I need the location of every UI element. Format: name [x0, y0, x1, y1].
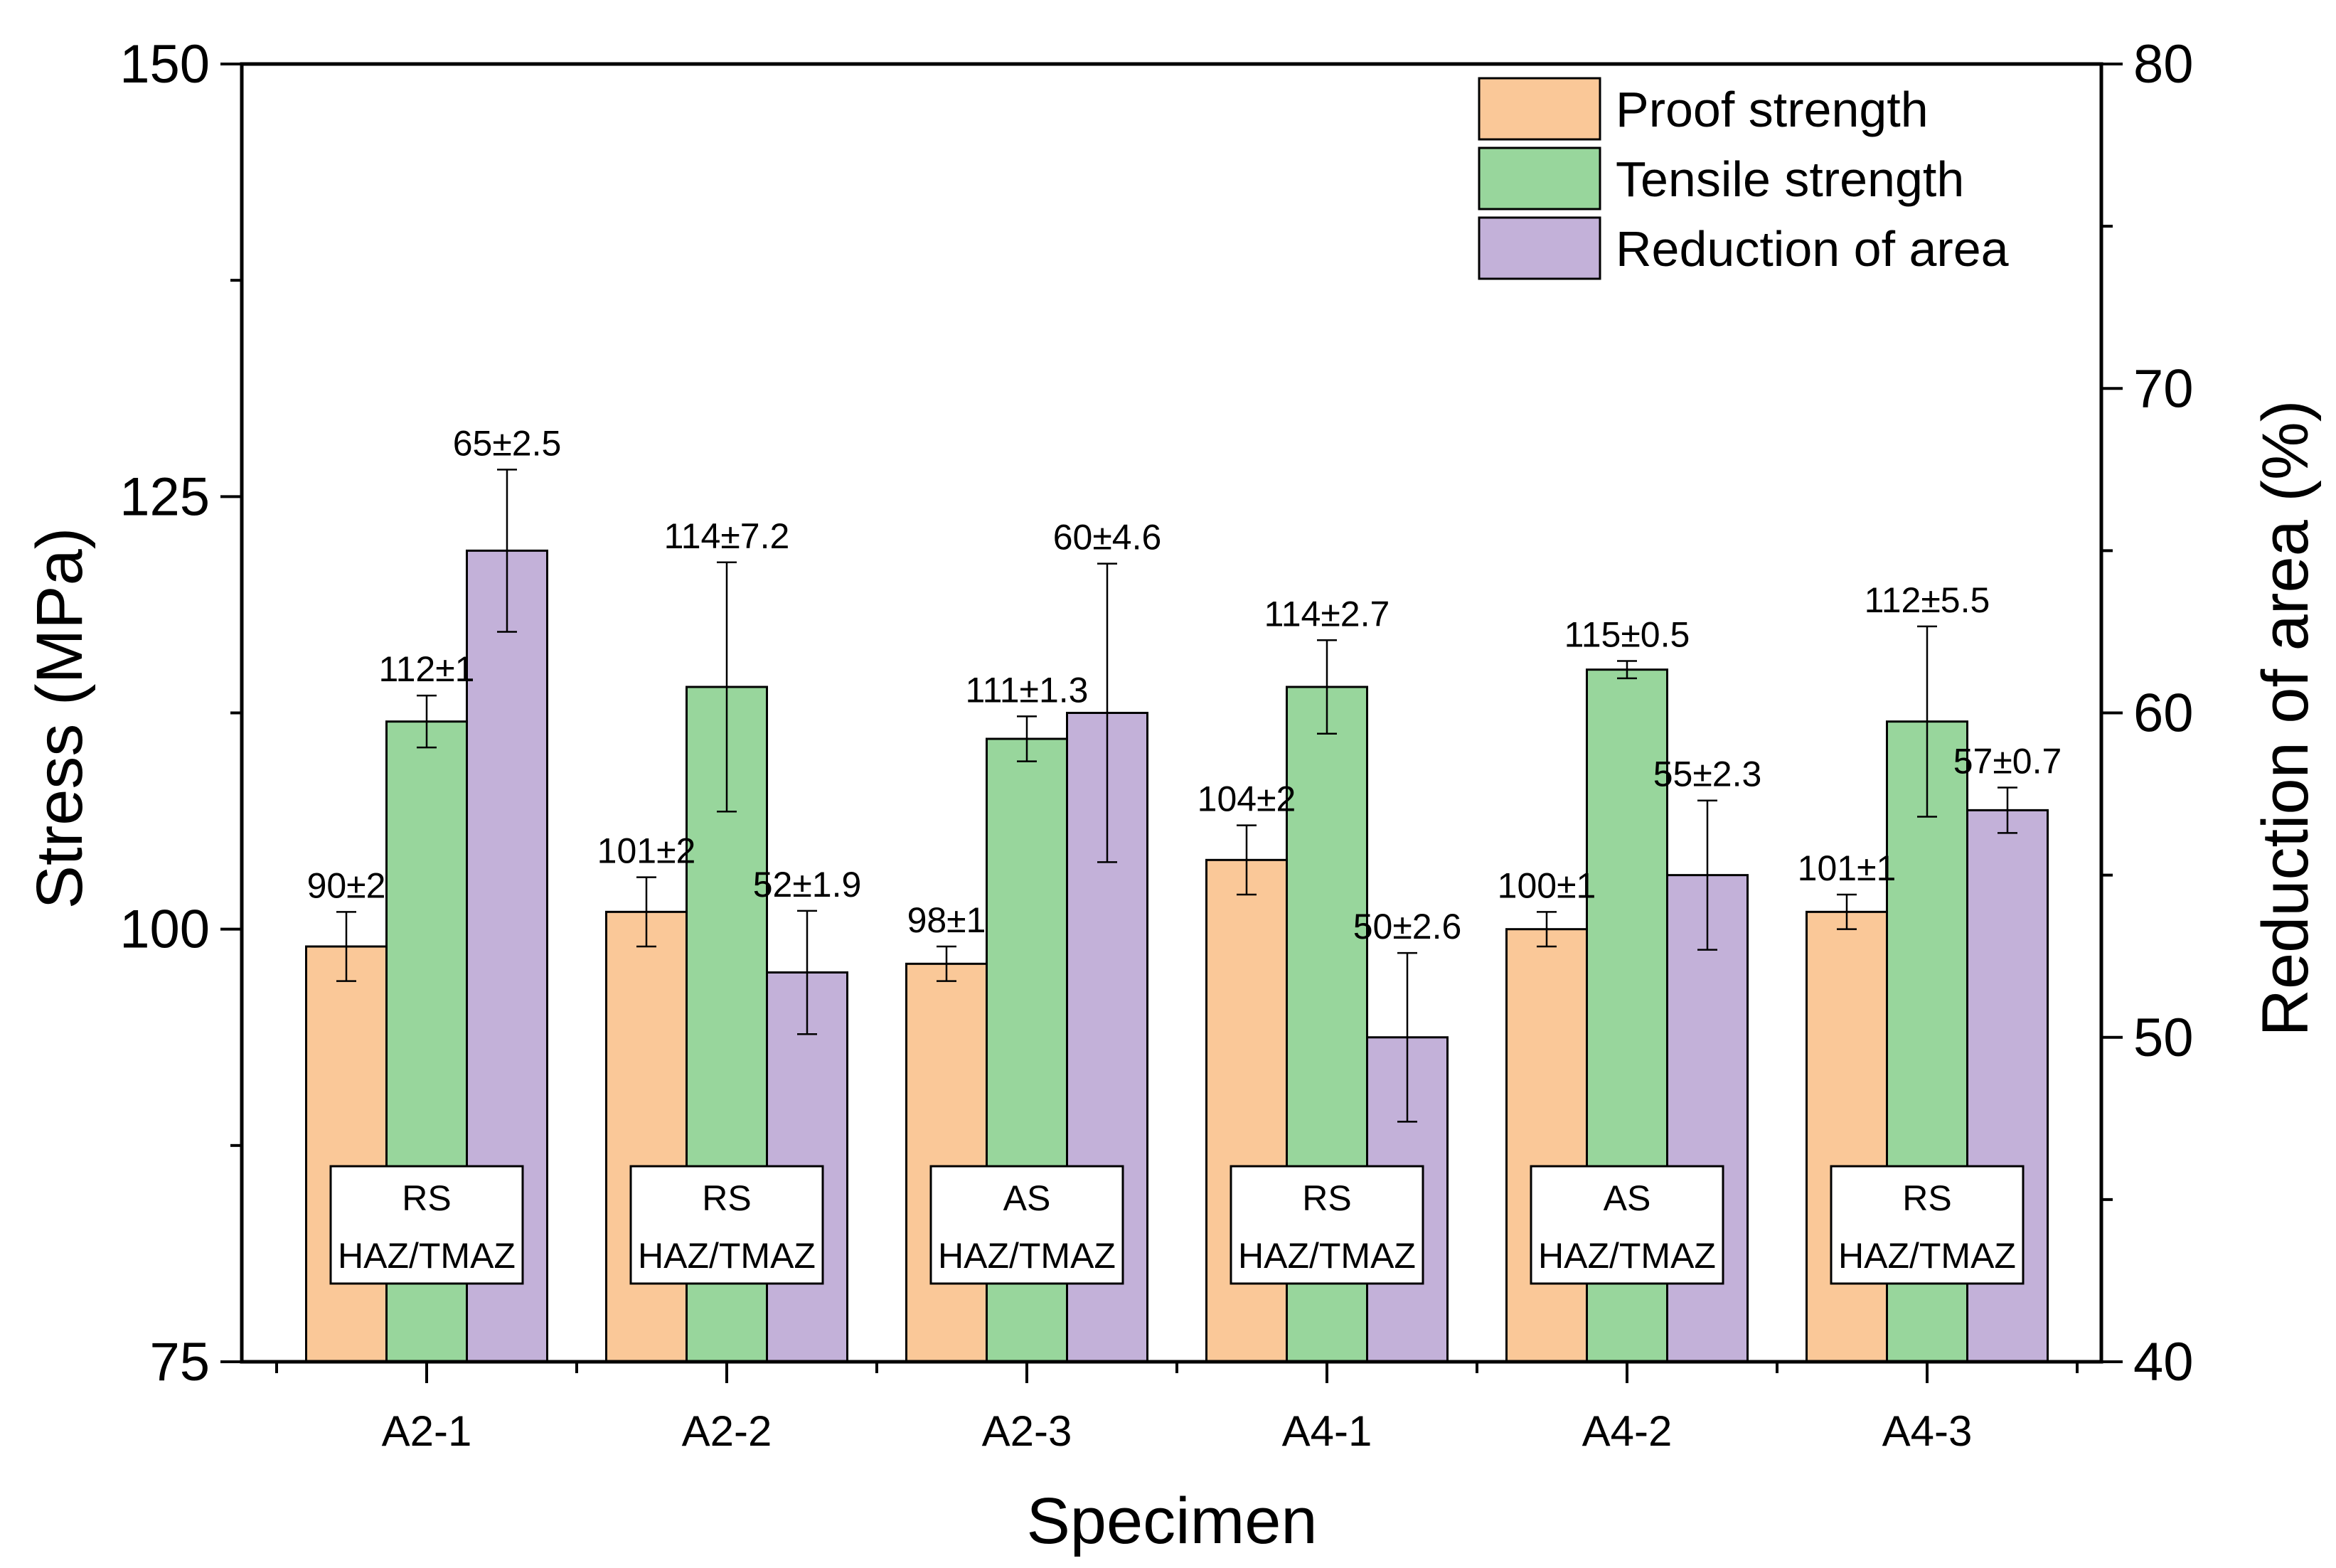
- legend-swatch: [1478, 146, 1601, 210]
- annotation-side: RS: [402, 1178, 451, 1218]
- data-label-tensile-strength-A4-2: 115±0.5: [1564, 615, 1690, 655]
- y2-axis-title: Reduction of area (%): [2249, 400, 2322, 1037]
- bar-proof-strength-A2-3: [905, 962, 988, 1363]
- error-bar-reduction-of-area-A2-3: [1097, 562, 1117, 863]
- annotation-side: RS: [702, 1178, 751, 1218]
- errorbars-layer: [336, 469, 2017, 1123]
- legend-swatch: [1478, 77, 1601, 141]
- y-tick-label-75: 75: [149, 1332, 210, 1392]
- error-bar-reduction-of-area-A2-2: [797, 910, 817, 1035]
- data-label-tensile-strength-A2-3: 111±1.3: [966, 670, 1089, 710]
- y2-tick-label-70: 70: [2133, 358, 2194, 419]
- error-bar-proof-strength-A4-1: [1237, 824, 1257, 896]
- legend-item-proof-strength: Proof strength: [1478, 77, 1929, 141]
- bar-proof-strength-A4-2: [1505, 928, 1588, 1363]
- y2-tick-label-60: 60: [2133, 683, 2194, 744]
- data-label-proof-strength-A4-3: 101±1: [1798, 848, 1897, 888]
- annotation-zone: HAZ/TMAZ: [1838, 1236, 2016, 1276]
- axes-layer: A2-1 A2-2 A2-3 A4-1 A4-2 A4-3 75 100 125 150 40 50 6…: [119, 34, 2193, 1455]
- x-tick-label-A4-1: A4-1: [1282, 1407, 1372, 1455]
- error-bar-reduction-of-area-A2-1: [497, 469, 517, 633]
- y-tick-label-100: 100: [119, 900, 210, 960]
- error-bar-reduction-of-area-A4-1: [1397, 951, 1417, 1123]
- data-label-reduction-of-area-A2-3: 60±4.6: [1053, 518, 1162, 558]
- bar-proof-strength-A4-3: [1806, 910, 1888, 1363]
- bars-layer: [305, 549, 2049, 1363]
- x-tick-label-A4-2: A4-2: [1582, 1407, 1673, 1455]
- annotation-side: AS: [1604, 1178, 1651, 1218]
- error-bar-proof-strength-A2-1: [336, 911, 356, 982]
- annotation-side: RS: [1302, 1178, 1351, 1218]
- data-label-reduction-of-area-A4-1: 50±2.6: [1353, 907, 1462, 946]
- legend-label: Proof strength: [1616, 82, 1929, 137]
- y-tick-label-150: 150: [119, 34, 210, 95]
- y2-tick-label-40: 40: [2133, 1332, 2194, 1392]
- x-axis-title: Specimen: [1026, 1485, 1317, 1557]
- legend: Proof strength Tensile strength Reduction …: [1478, 77, 2009, 280]
- y2-tick-label-50: 50: [2133, 1008, 2194, 1068]
- annotation-zone: HAZ/TMAZ: [1238, 1236, 1416, 1276]
- data-label-reduction-of-area-A2-1: 65±2.5: [453, 423, 562, 463]
- y-tick-label-125: 125: [119, 466, 210, 527]
- bar-proof-strength-A4-1: [1205, 858, 1288, 1363]
- zone-annotation-A4-3: RS HAZ/TMAZ: [1830, 1165, 2025, 1285]
- error-bar-proof-strength-A4-3: [1837, 893, 1857, 930]
- error-bar-proof-strength-A2-2: [636, 876, 656, 948]
- zone-annotation-A2-2: RS HAZ/TMAZ: [629, 1165, 824, 1285]
- annotations-layer: RS HAZ/TMAZ RS HAZ/TMAZ AS HAZ/TMAZ RS HAZ/TMAZ…: [329, 1165, 2025, 1285]
- zone-annotation-A4-1: RS HAZ/TMAZ: [1230, 1165, 1424, 1285]
- data-label-reduction-of-area-A4-3: 57±0.7: [1953, 741, 2062, 781]
- data-label-tensile-strength-A2-1: 112±1: [379, 649, 475, 689]
- y-axis-title: Stress (MPa): [23, 528, 96, 910]
- data-label-tensile-strength-A4-1: 114±2.7: [1264, 594, 1390, 634]
- zone-annotation-A2-1: RS HAZ/TMAZ: [329, 1165, 524, 1285]
- legend-swatch: [1478, 216, 1601, 280]
- legend-item-reduction-of-area: Reduction of area: [1478, 216, 2009, 280]
- error-bar-tensile-strength-A4-2: [1617, 660, 1637, 680]
- x-tick-label-A2-1: A2-1: [382, 1407, 472, 1455]
- error-bar-tensile-strength-A4-3: [1917, 625, 1937, 818]
- zone-annotation-A4-2: AS HAZ/TMAZ: [1530, 1165, 1724, 1285]
- bar-proof-strength-A2-1: [305, 945, 388, 1363]
- annotation-side: AS: [1003, 1178, 1051, 1218]
- error-bar-reduction-of-area-A4-3: [1998, 786, 2017, 834]
- data-labels-layer: 90±2 112±1 65±2.5 101±2 114±7.2 52±1.9 98±1 111…: [307, 423, 2062, 946]
- x-tick-label-A2-2: A2-2: [682, 1407, 772, 1455]
- x-tick-label-A2-3: A2-3: [982, 1407, 1072, 1455]
- bar-proof-strength-A2-2: [605, 910, 688, 1363]
- error-bar-proof-strength-A2-3: [937, 945, 956, 982]
- data-label-tensile-strength-A2-2: 114±7.2: [664, 516, 790, 556]
- annotation-zone: HAZ/TMAZ: [938, 1236, 1116, 1276]
- data-label-tensile-strength-A4-3: 112±5.5: [1865, 580, 1990, 620]
- error-bar-reduction-of-area-A4-2: [1697, 799, 1717, 951]
- data-label-proof-strength-A4-1: 104±2: [1198, 779, 1296, 819]
- x-tick-label-A4-3: A4-3: [1882, 1407, 1973, 1455]
- data-label-proof-strength-A2-2: 101±2: [597, 831, 696, 871]
- legend-label: Tensile strength: [1616, 151, 1964, 207]
- error-bar-tensile-strength-A2-2: [717, 561, 737, 813]
- data-label-reduction-of-area-A2-2: 52±1.9: [753, 865, 862, 905]
- error-bar-tensile-strength-A4-1: [1317, 639, 1337, 735]
- data-label-proof-strength-A2-3: 98±1: [907, 900, 986, 940]
- data-label-proof-strength-A4-2: 100±1: [1498, 865, 1596, 905]
- data-label-proof-strength-A2-1: 90±2: [307, 865, 386, 905]
- legend-item-tensile-strength: Tensile strength: [1478, 146, 1964, 210]
- y2-tick-label-80: 80: [2133, 34, 2194, 95]
- data-label-reduction-of-area-A4-2: 55±2.3: [1653, 754, 1762, 794]
- annotation-zone: HAZ/TMAZ: [338, 1236, 516, 1276]
- error-bar-tensile-strength-A2-1: [417, 694, 437, 749]
- error-bar-tensile-strength-A2-3: [1017, 715, 1037, 762]
- annotation-zone: HAZ/TMAZ: [1538, 1236, 1716, 1276]
- annotation-side: RS: [1902, 1178, 1951, 1218]
- zone-annotation-A2-3: AS HAZ/TMAZ: [929, 1165, 1124, 1285]
- legend-label: Reduction of area: [1616, 221, 2009, 277]
- annotation-zone: HAZ/TMAZ: [638, 1236, 816, 1276]
- error-bar-proof-strength-A4-2: [1537, 911, 1557, 948]
